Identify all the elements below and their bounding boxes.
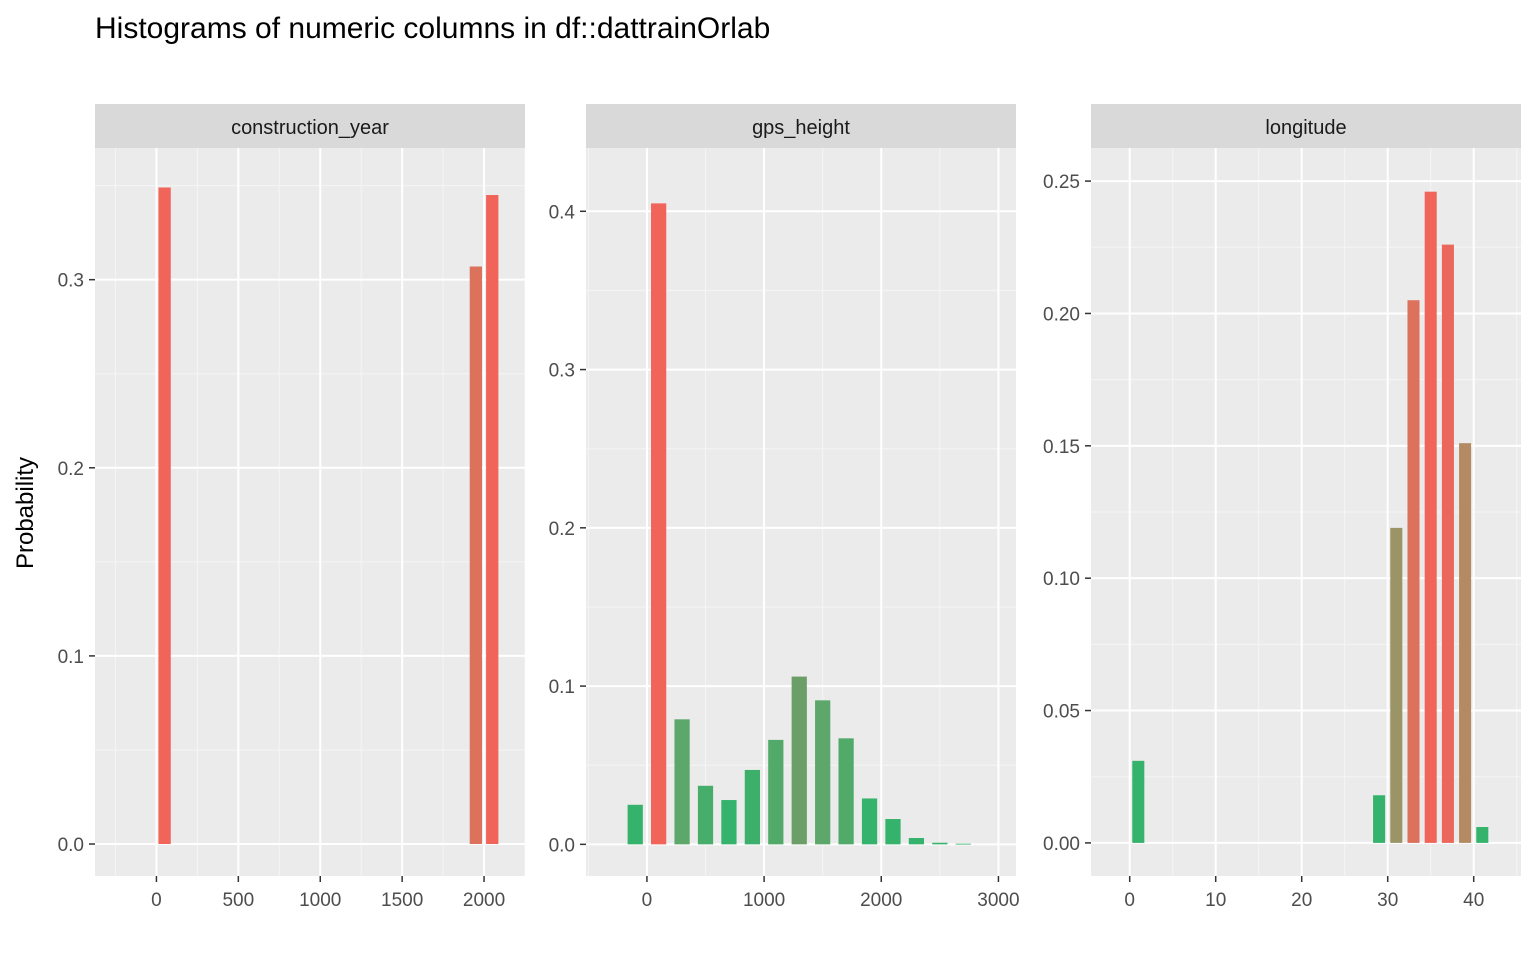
x-tick-label: 0 bbox=[1124, 890, 1135, 911]
facet-strip bbox=[95, 104, 525, 148]
facet-strip-label: longitude bbox=[1265, 117, 1346, 139]
y-tick-label: 0.15 bbox=[1043, 437, 1080, 458]
histogram-bar bbox=[932, 842, 948, 845]
histogram-bar bbox=[1390, 527, 1403, 843]
histogram-bar bbox=[469, 266, 482, 845]
histogram-bar bbox=[651, 203, 667, 845]
x-tick-label: 40 bbox=[1463, 890, 1484, 911]
y-tick-label: 0.3 bbox=[58, 271, 84, 292]
histogram-bar bbox=[486, 195, 499, 845]
histogram-bar bbox=[838, 738, 854, 845]
histogram-bar bbox=[627, 804, 643, 845]
histogram-bar bbox=[1424, 191, 1437, 843]
y-tick-label: 0.1 bbox=[58, 647, 84, 668]
y-tick-label: 0.0 bbox=[58, 835, 84, 856]
x-tick-label: 0 bbox=[151, 890, 162, 911]
x-tick-label: 20 bbox=[1291, 890, 1312, 911]
histogram-bar bbox=[791, 676, 807, 845]
y-tick-label: 0.1 bbox=[549, 677, 575, 698]
histogram-bar bbox=[1407, 300, 1420, 843]
facet-strip bbox=[1091, 104, 1521, 148]
x-tick-label: 1500 bbox=[381, 890, 423, 911]
y-tick-label: 0.20 bbox=[1043, 304, 1080, 325]
page-title: Histograms of numeric columns in df::dat… bbox=[95, 12, 771, 45]
histogram-bar bbox=[955, 843, 971, 845]
panel-longitude: longitude 0.00 0.05 0.10 0.15 0.20 0.25 0 10 20 30… bbox=[1043, 104, 1521, 911]
histogram-bar bbox=[721, 800, 737, 845]
histogram-bar bbox=[1373, 795, 1386, 843]
panel-construction-year: construction_year 0.0 0.1 0.2 0.3 0 500 1000 150… bbox=[58, 104, 525, 911]
x-tick-label: 0 bbox=[642, 890, 653, 911]
histogram-bar bbox=[1476, 827, 1489, 843]
y-tick-label: 0.10 bbox=[1043, 569, 1080, 590]
histogram-bar bbox=[744, 769, 760, 845]
x-tick-label: 1000 bbox=[743, 890, 785, 911]
x-tick-label: 2000 bbox=[860, 890, 902, 911]
y-tick-label: 0.2 bbox=[58, 459, 84, 480]
facet-strip bbox=[586, 104, 1016, 148]
facet-strip-label: gps_height bbox=[752, 117, 850, 139]
facet-strip-label: construction_year bbox=[231, 117, 389, 139]
y-tick-label: 0.00 bbox=[1043, 834, 1080, 855]
x-tick-label: 500 bbox=[222, 890, 254, 911]
histogram-bar bbox=[885, 819, 901, 845]
y-tick-label: 0.0 bbox=[549, 835, 575, 856]
x-tick-label: 2000 bbox=[463, 890, 505, 911]
y-tick-label: 0.05 bbox=[1043, 702, 1080, 723]
histogram-bar bbox=[1459, 443, 1472, 843]
histogram-bar bbox=[768, 739, 784, 845]
histogram-bar bbox=[674, 719, 690, 845]
histogram-bar bbox=[908, 838, 925, 845]
histogram-bar bbox=[815, 700, 831, 845]
x-tick-label: 30 bbox=[1377, 890, 1398, 911]
histogram-bar bbox=[158, 187, 171, 845]
histogram-bar bbox=[1441, 244, 1454, 843]
x-tick-label: 3000 bbox=[977, 890, 1019, 911]
histogram-bar bbox=[697, 785, 714, 845]
histogram-bar bbox=[1132, 760, 1145, 843]
y-tick-label: 0.2 bbox=[549, 519, 575, 540]
y-tick-label: 0.3 bbox=[549, 361, 575, 382]
x-tick-label: 1000 bbox=[299, 890, 341, 911]
x-tick-label: 10 bbox=[1205, 890, 1226, 911]
panel-gps-height: gps_height 0.0 0.1 0.2 0.3 0.4 0 1000 2000 3000 bbox=[549, 104, 1020, 911]
y-tick-label: 0.4 bbox=[549, 202, 576, 223]
histogram-bar bbox=[861, 798, 878, 845]
y-tick-label: 0.25 bbox=[1043, 172, 1080, 193]
